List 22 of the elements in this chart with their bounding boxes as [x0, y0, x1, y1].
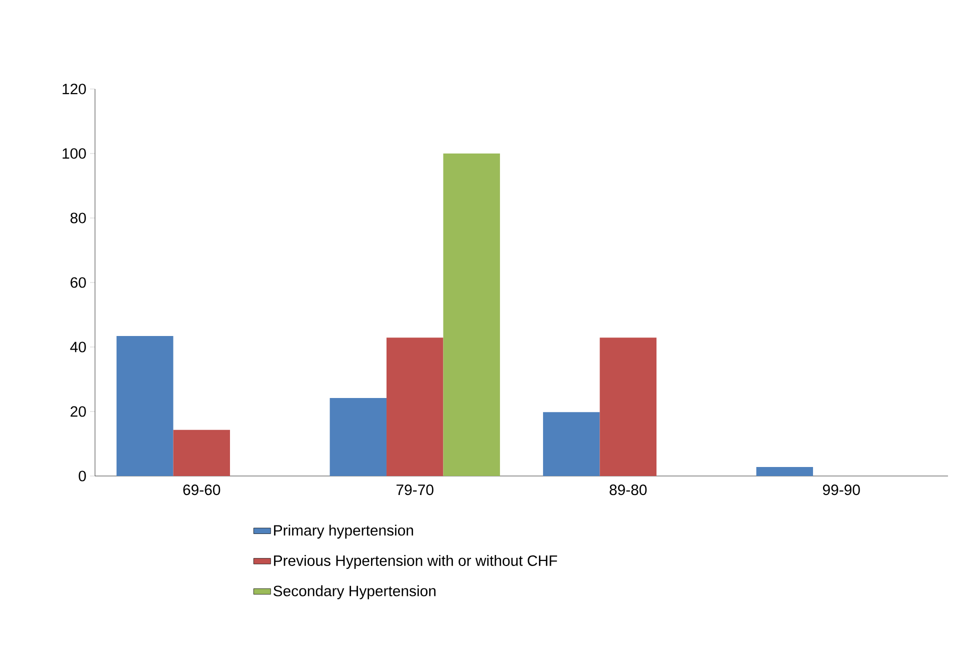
- y-tick-label: 80: [70, 212, 86, 224]
- y-tick-label: 0: [78, 470, 86, 482]
- y-tick-label: 60: [70, 277, 86, 288]
- y-tick-label: 20: [70, 406, 86, 417]
- bar: [600, 338, 656, 476]
- bar: [330, 398, 387, 476]
- bar: [443, 153, 500, 476]
- legend-label: Secondary Hypertension: [274, 585, 436, 600]
- x-tick-label: 89-80: [610, 484, 647, 496]
- x-tick-label: 69-60: [183, 484, 220, 496]
- bar: [543, 412, 600, 476]
- bar: [386, 338, 444, 476]
- bar: [116, 336, 174, 476]
- legend-label: Previous Hypertension with or without CHF: [274, 555, 558, 569]
- x-tick-label: 99-90: [822, 484, 860, 496]
- y-tick-label: 40: [70, 342, 86, 352]
- x-tick-label: 79-70: [396, 484, 434, 496]
- bar: [756, 466, 814, 476]
- bar: [173, 430, 230, 476]
- legend-label: Primary hypertension: [274, 524, 414, 539]
- y-tick-label: 100: [62, 148, 86, 159]
- y-tick-label: 120: [62, 84, 86, 94]
